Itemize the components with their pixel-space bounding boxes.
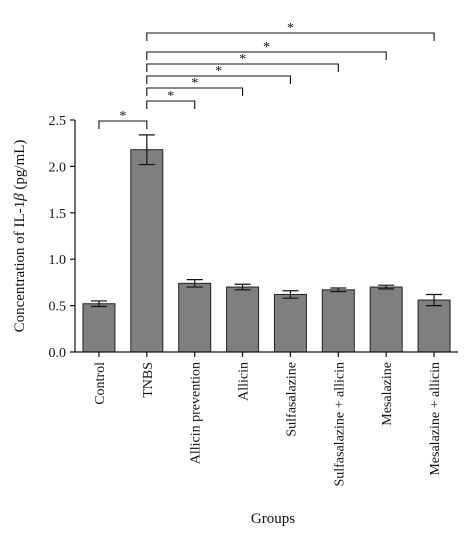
y-tick-label: 0.5 — [49, 300, 67, 315]
significance-label: * — [287, 21, 294, 36]
significance-label: * — [119, 109, 126, 124]
bar — [273, 293, 307, 353]
bar — [417, 299, 451, 353]
bar — [369, 286, 403, 353]
significance-bracket — [146, 51, 387, 60]
x-tick-label: Allicin prevention — [189, 362, 204, 464]
x-axis-label: Groups — [251, 511, 295, 527]
y-tick-label: 1.5 — [49, 207, 67, 222]
y-tick-label: 2.0 — [49, 160, 67, 175]
bar — [178, 282, 212, 353]
y-tick-label: 2.5 — [49, 114, 67, 129]
x-tick-label: TNBS — [141, 362, 156, 398]
bar — [130, 149, 164, 353]
x-tick-label: Sulfasalazine + allicin — [332, 362, 347, 487]
significance-label: * — [239, 52, 246, 67]
x-tick-label: Mesalazine + allicin — [428, 362, 443, 476]
y-tick-label: 0.0 — [49, 346, 67, 361]
significance-label: * — [191, 76, 198, 91]
y-axis-label: Concentration of IL-1β (pg/mL) — [12, 140, 28, 333]
x-tick-label: Allicin — [237, 362, 252, 401]
x-tick-label: Sulfasalazine — [284, 362, 299, 437]
significance-bracket — [146, 32, 435, 41]
x-tick-label: Mesalazine — [380, 362, 395, 426]
y-tick-label: 1.0 — [49, 253, 67, 268]
x-tick-label: Control — [93, 362, 108, 405]
bar — [82, 303, 116, 353]
significance-label: * — [263, 40, 270, 55]
significance-bracket — [146, 87, 244, 96]
bar — [321, 289, 355, 353]
significance-bracket — [146, 100, 196, 109]
significance-label: * — [215, 64, 222, 79]
significance-bracket — [98, 120, 148, 129]
significance-bracket — [146, 63, 339, 72]
significance-label: * — [167, 89, 174, 104]
significance-bracket — [146, 75, 291, 84]
bar — [226, 286, 260, 353]
